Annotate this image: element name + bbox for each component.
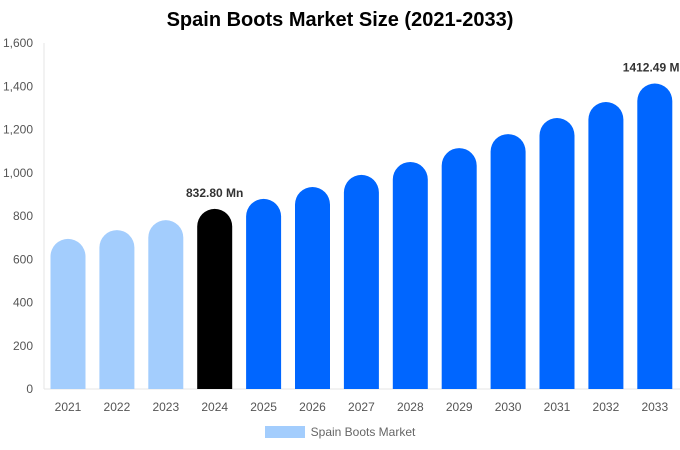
bar-2025 [246, 198, 282, 389]
bar-2027 [343, 174, 379, 389]
x-tick-label: 2024 [201, 400, 228, 414]
x-tick-label: 2023 [152, 400, 179, 414]
data-label-2024: 832.80 Mn [186, 186, 243, 200]
x-tick-label: 2031 [544, 400, 571, 414]
y-tick-label: 0 [26, 382, 33, 396]
x-tick-label: 2032 [593, 400, 620, 414]
x-tick-label: 2028 [397, 400, 424, 414]
legend-label: Spain Boots Market [310, 425, 416, 439]
bar-2032 [588, 102, 624, 389]
x-tick-label: 2030 [495, 400, 522, 414]
bar-2022 [99, 230, 135, 389]
y-tick-label: 600 [13, 252, 33, 266]
y-tick-label: 200 [13, 339, 33, 353]
legend-swatch [264, 426, 305, 438]
y-tick-label: 1,400 [3, 79, 33, 93]
bar-2021 [50, 238, 86, 389]
bar-2029 [441, 148, 477, 389]
bar-2023 [148, 220, 184, 389]
bar-2030 [490, 134, 526, 389]
y-tick-label: 1,600 [3, 36, 33, 50]
y-tick-label: 800 [13, 209, 33, 223]
x-tick-label: 2027 [348, 400, 375, 414]
data-label-2033: 1412.49 Mn [623, 61, 680, 75]
x-tick-label: 2029 [446, 400, 473, 414]
bar-2024 [197, 208, 233, 389]
bar-2026 [295, 187, 330, 389]
x-tick-label: 2026 [299, 400, 326, 414]
x-tick-label: 2022 [104, 400, 131, 414]
y-tick-label: 400 [13, 296, 33, 310]
legend: Spain Boots Market [0, 425, 680, 439]
x-tick-label: 2021 [55, 400, 82, 414]
x-tick-label: 2025 [250, 400, 277, 414]
bar-2031 [539, 118, 575, 389]
bar-2028 [392, 161, 428, 389]
x-tick-label: 2033 [641, 400, 668, 414]
chart-title: Spain Boots Market Size (2021-2033) [166, 9, 514, 31]
y-tick-label: 1,200 [3, 123, 33, 137]
bar-2033 [637, 83, 673, 389]
y-tick-label: 1,000 [3, 166, 33, 180]
